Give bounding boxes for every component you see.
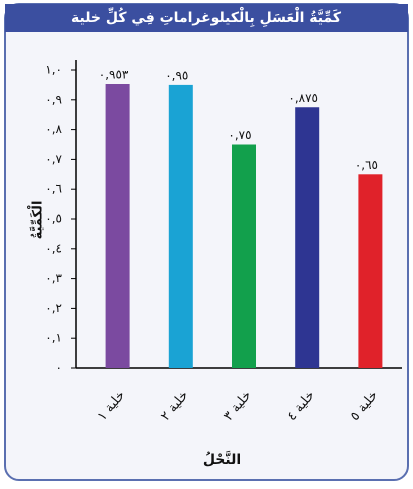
y-tick-label: ٠,٦	[45, 182, 62, 196]
bar	[168, 84, 193, 369]
y-tick-label: ٠,٩	[45, 92, 62, 106]
chart-title: كَمِّيَّةُ الْعَسَلِ بِالْكيلوغراماتِ فِ…	[71, 6, 342, 27]
frame	[4, 3, 409, 481]
value-label: ٠,٧٥	[228, 128, 251, 142]
y-tick-label: ٠,٣	[45, 271, 62, 285]
y-tick-label: ٠,٤	[45, 241, 62, 255]
title-bar	[5, 4, 408, 32]
value-label: ٠,٩٥	[165, 68, 188, 82]
bar	[232, 144, 256, 368]
y-axis-label: الْكَمِّيَّةُ	[28, 201, 46, 240]
bar	[358, 174, 383, 368]
bar	[295, 107, 320, 368]
bar	[105, 84, 130, 369]
y-tick-label: ٠,١	[45, 331, 62, 345]
value-label: ٠,٦٥	[355, 158, 378, 172]
y-tick-label: ٠,٥	[45, 212, 62, 226]
x-axis-label: النَّحْلُ	[203, 450, 241, 468]
y-tick-label: ٠,٨	[45, 122, 62, 136]
y-tick-label: ١,٠	[45, 63, 62, 77]
y-tick-label: ٠,٢	[45, 301, 62, 315]
y-tick-label: ٠	[56, 361, 62, 375]
y-tick-label: ٠,٧	[45, 152, 62, 166]
value-label: ٠,٩٥٣	[99, 68, 129, 82]
value-label: ٠,٨٧٥	[288, 91, 318, 105]
